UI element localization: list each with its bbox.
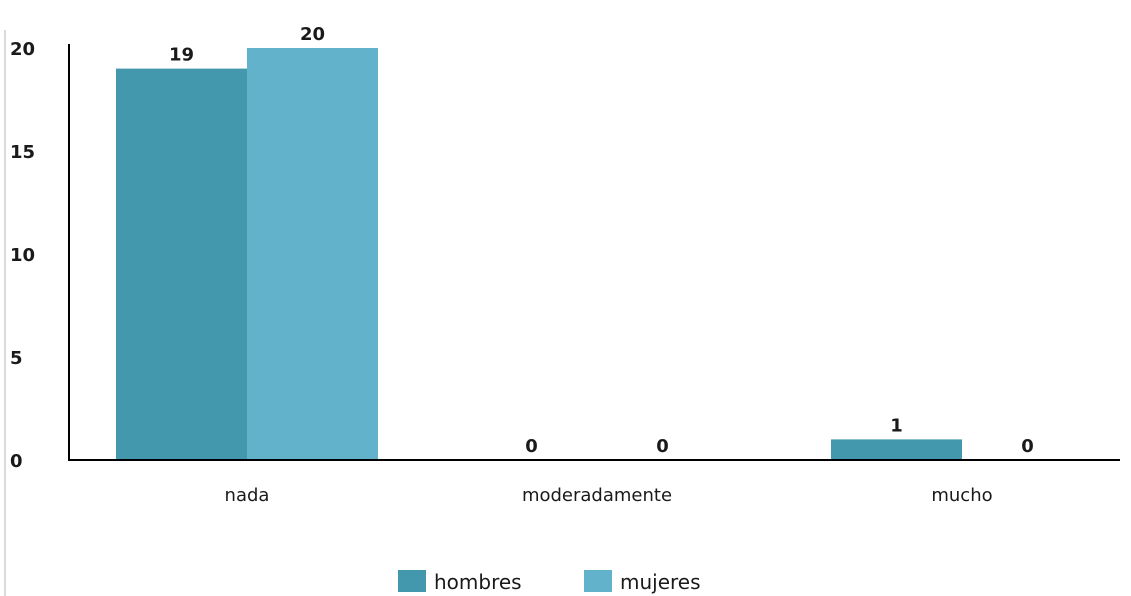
data-labels-group: 19 0 1 20 0 0 <box>169 24 1034 457</box>
bars-group <box>116 48 962 460</box>
legend: hombres mujeres <box>398 570 701 594</box>
y-tick-label-0: 0 <box>10 451 23 472</box>
legend-label-hombres: hombres <box>434 570 522 594</box>
x-tick-label-nada: nada <box>225 485 270 506</box>
data-label-hombres-nada: 19 <box>169 45 194 66</box>
bar-mujeres-nada <box>247 48 378 460</box>
y-tick-label-10: 10 <box>10 245 35 266</box>
data-label-mujeres-mucho: 0 <box>1021 436 1034 457</box>
y-tick-label-15: 15 <box>10 142 35 163</box>
axes-group <box>4 30 1120 596</box>
bar-hombres-nada <box>116 68 247 460</box>
data-label-mujeres-nada: 20 <box>300 24 325 45</box>
data-label-mujeres-moderadamente: 0 <box>656 436 669 457</box>
legend-swatch-mujeres <box>584 570 612 592</box>
legend-label-mujeres: mujeres <box>620 570 701 594</box>
data-label-hombres-moderadamente: 0 <box>525 436 538 457</box>
x-tick-label-mucho: mucho <box>931 485 992 506</box>
y-tick-labels-group: 0 5 10 15 20 <box>10 39 35 472</box>
data-label-hombres-mucho: 1 <box>890 415 903 436</box>
x-tick-label-moderadamente: moderadamente <box>522 485 672 506</box>
x-tick-labels-group: nada moderadamente mucho <box>225 485 993 506</box>
legend-swatch-hombres <box>398 570 426 592</box>
y-tick-label-20: 20 <box>10 39 35 60</box>
y-tick-label-5: 5 <box>10 348 23 369</box>
bar-hombres-mucho <box>831 439 962 460</box>
